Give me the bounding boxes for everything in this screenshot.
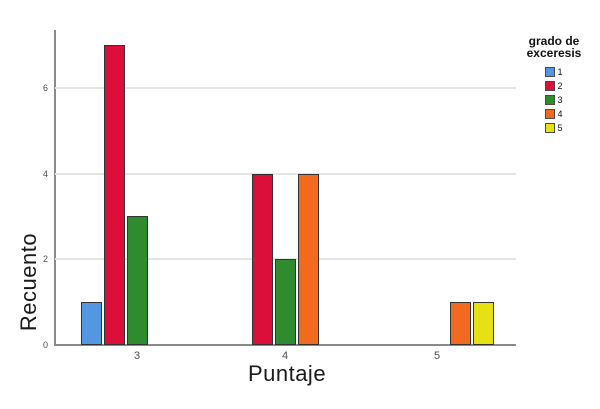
x-axis-line [54,344,516,346]
legend-item-grado-4: 4 [545,109,563,119]
gridline [55,86,516,89]
x-tick-label: 4 [281,350,289,362]
bar-puntaje-4-grado-4 [297,173,319,345]
bar-puntaje-4-grado-3 [274,259,296,345]
bar-puntaje-3-grado-2 [103,45,125,345]
legend-label: 5 [557,123,563,133]
legend-label: 3 [557,95,563,105]
legend-swatch-icon [545,81,556,91]
x-axis-title: Puntaje [247,361,327,386]
bar-puntaje-5-grado-5 [472,302,494,345]
gridline [55,172,516,175]
y-tick-label: 2 [42,254,48,265]
y-axis-title: Recuento [16,232,41,332]
bar-puntaje-3-grado-3 [126,216,148,345]
legend-swatch-icon [545,109,556,119]
legend-item-grado-1: 1 [545,67,563,77]
legend-items: 1 2 3 4 5 [513,67,595,133]
bar-puntaje-3-grado-1 [80,302,102,345]
legend-item-grado-3: 3 [545,95,563,105]
legend-item-grado-2: 2 [545,81,563,91]
legend: grado de exceresis 1 2 3 4 5 [513,35,595,133]
bar-puntaje-5-grado-4 [449,302,471,345]
legend-label: 1 [557,67,563,77]
y-tick-label: 4 [42,168,48,179]
x-tick-label: 5 [433,350,441,362]
legend-title: grado de exceresis [526,34,582,60]
legend-item-grado-5: 5 [545,123,563,133]
plot-area [55,30,516,345]
y-tick-label: 0 [42,340,48,350]
legend-swatch-icon [545,67,556,77]
legend-label: 4 [557,109,563,119]
bar-puntaje-4-grado-2 [251,173,273,345]
y-tick-label: 6 [42,82,48,93]
y-axis-line [54,30,56,346]
x-tick-label: 3 [133,350,141,362]
legend-swatch-icon [545,95,556,105]
legend-swatch-icon [545,123,556,133]
legend-label: 2 [557,81,563,91]
